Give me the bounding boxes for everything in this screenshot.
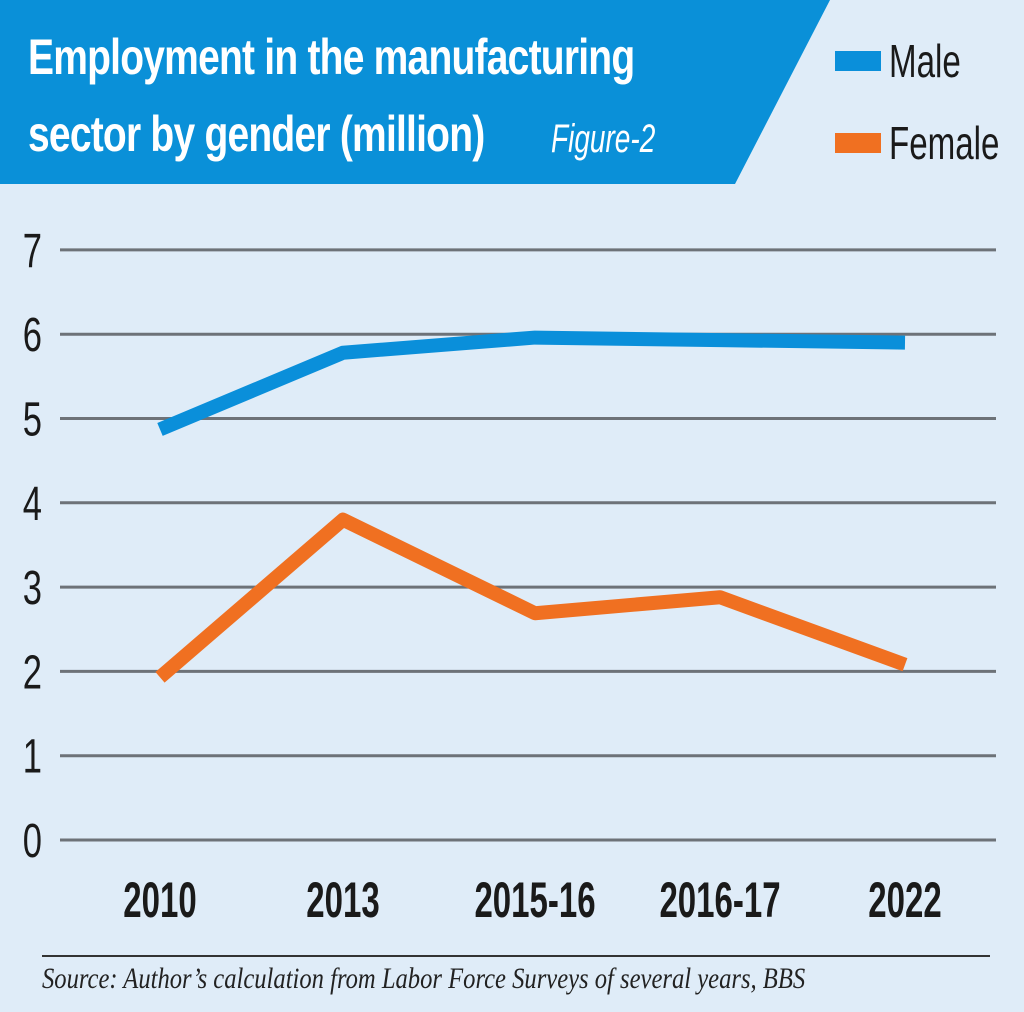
legend-label-female: Female [889, 117, 1000, 169]
chart-title-line-2: sector by gender (million) [28, 106, 485, 162]
y-tick-label: 1 [23, 729, 42, 783]
y-tick-label: 4 [23, 476, 42, 530]
legend-item-female: Female [835, 116, 1024, 170]
chart-title-line-1: Employment in the manufacturing [28, 29, 635, 85]
source-divider [42, 955, 990, 957]
series-line-male [157, 330, 906, 436]
legend-swatch-female [835, 133, 881, 153]
x-tick-label: 2010 [123, 872, 196, 927]
title-banner [0, 0, 830, 184]
source-note: Source: Author’s calculation from Labor … [42, 962, 806, 995]
line-chart: 0 1 2 3 4 5 6 7 2010 2013 2015-16 2016-17 2022 [23, 223, 996, 928]
legend-item-male: Male [835, 34, 989, 88]
x-tick-label: 2013 [306, 872, 379, 927]
x-tick-label: 2015-16 [474, 872, 595, 927]
y-tick-label: 6 [23, 308, 42, 362]
legend-swatch-male [835, 51, 881, 71]
y-tick-label: 3 [23, 560, 42, 614]
x-tick-label: 2022 [868, 872, 941, 927]
y-tick-label: 2 [23, 645, 42, 699]
y-tick-label: 7 [23, 223, 42, 277]
series-line-female [155, 512, 908, 683]
x-tick-label: 2016-17 [659, 872, 780, 927]
figure-label: Figure-2 [551, 117, 656, 161]
legend-label-male: Male [889, 35, 961, 87]
y-tick-label: 5 [23, 392, 42, 446]
y-tick-label: 0 [23, 813, 42, 867]
